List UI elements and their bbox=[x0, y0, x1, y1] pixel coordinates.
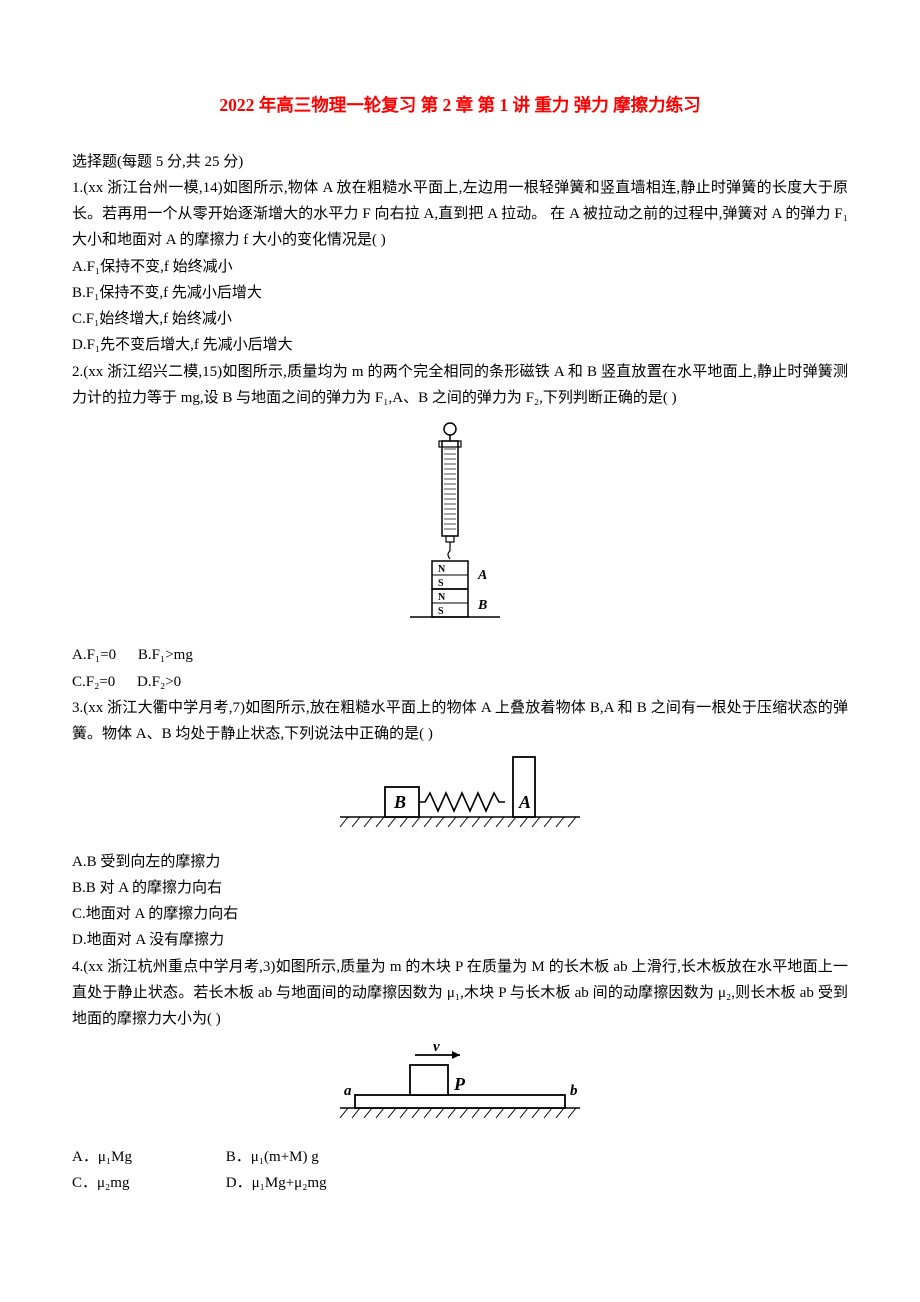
q4-label-v: v bbox=[433, 1040, 440, 1055]
q2-opt-c: C.F₂=0 bbox=[72, 674, 115, 690]
q2-stem: 2.(xx 浙江绍兴二模,15)如图所示,质量均为 m 的两个完全相同的条形磁铁… bbox=[72, 359, 848, 412]
q3-opt-a: A.B 受到向左的摩擦力 bbox=[72, 849, 848, 875]
q1-stem: 1.(xx 浙江台州一模,14)如图所示,物体 A 放在粗糙水平面上,左边用一根… bbox=[72, 175, 848, 254]
q2-label-n1: N bbox=[438, 564, 446, 575]
q1-opt-b: B.F₁保持不变,f 先减小后增大 bbox=[72, 280, 848, 306]
q1-opt-a: A.F₁保持不变,f 始终减小 bbox=[72, 254, 848, 280]
q2-opt-a: A.F₁=0 bbox=[72, 647, 116, 663]
q2-label-s2: S bbox=[438, 606, 444, 617]
q4-label-a: a bbox=[344, 1083, 352, 1099]
q3-stem: 3.(xx 浙江大衢中学月考,7)如图所示,放在粗糙水平面上的物体 A 上叠放着… bbox=[72, 695, 848, 748]
q3-opt-d: D.地面对 A 没有摩擦力 bbox=[72, 927, 848, 953]
q3-label-a: A bbox=[518, 792, 531, 812]
q2-opts-row2: C.F₂=0 D.F₂>0 bbox=[72, 669, 848, 695]
q3-figure: B A bbox=[72, 755, 848, 844]
q4-figure: a b P v bbox=[72, 1040, 848, 1139]
q2-label-n2: N bbox=[438, 592, 446, 603]
q2-opt-b: B.F₁>mg bbox=[138, 647, 193, 663]
q2-opt-d: D.F₂>0 bbox=[137, 674, 181, 690]
q4-opt-c: C．μ₂mg bbox=[72, 1170, 222, 1196]
q4-label-p: P bbox=[453, 1074, 466, 1094]
q2-label-b: B bbox=[477, 598, 487, 613]
q4-opts-row1: A．μ₁Mg B．μ₁(m+M) g bbox=[72, 1144, 848, 1170]
q3-label-b: B bbox=[393, 792, 406, 812]
q1-opt-c: C.F₁始终增大,f 始终减小 bbox=[72, 306, 848, 332]
q1-opt-d: D.F₁先不变后增大,f 先减小后增大 bbox=[72, 332, 848, 358]
q2-label-s1: S bbox=[438, 578, 444, 589]
q2-opts-row1: A.F₁=0 B.F₁>mg bbox=[72, 642, 848, 668]
q4-label-b: b bbox=[570, 1083, 578, 1099]
q3-opt-b: B.B 对 A 的摩擦力向右 bbox=[72, 875, 848, 901]
q2-figure: N S A N S B bbox=[72, 419, 848, 638]
q4-opt-d: D．μ₁Mg+μ₂mg bbox=[226, 1175, 327, 1191]
q4-stem: 4.(xx 浙江杭州重点中学月考,3)如图所示,质量为 m 的木块 P 在质量为… bbox=[72, 954, 848, 1033]
q3-opt-c: C.地面对 A 的摩擦力向右 bbox=[72, 901, 848, 927]
q4-opt-b: B．μ₁(m+M) g bbox=[226, 1149, 319, 1165]
q4-opts-row2: C．μ₂mg D．μ₁Mg+μ₂mg bbox=[72, 1170, 848, 1196]
q2-label-a: A bbox=[477, 568, 487, 583]
instructions: 选择题(每题 5 分,共 25 分) bbox=[72, 149, 848, 175]
q4-opt-a: A．μ₁Mg bbox=[72, 1144, 222, 1170]
page-title: 2022 年高三物理一轮复习 第 2 章 第 1 讲 重力 弹力 摩擦力练习 bbox=[72, 90, 848, 121]
